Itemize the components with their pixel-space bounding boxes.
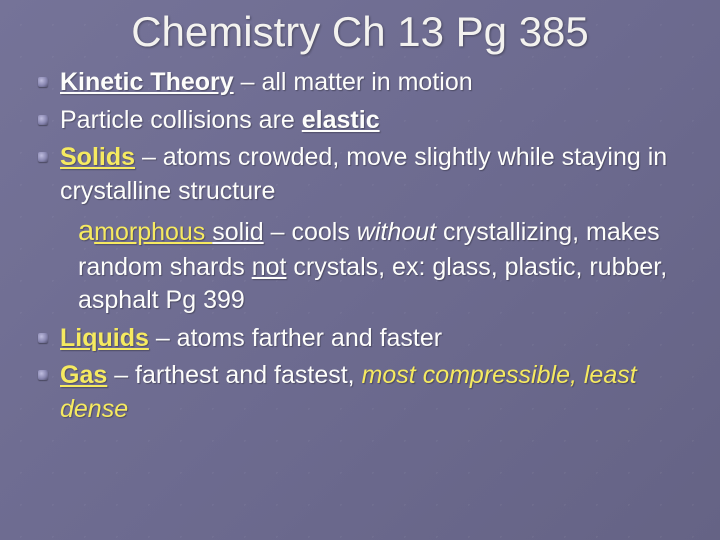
- text: – all matter in motion: [234, 68, 473, 96]
- slide: Chemistry Ch 13 Pg 385 Kinetic Theory – …: [0, 0, 720, 450]
- bullet-kinetic-theory: Kinetic Theory – all matter in motion: [34, 66, 686, 100]
- word-not: not: [252, 253, 287, 281]
- term-elastic: elastic: [302, 106, 380, 134]
- bullet-gas: Gas – farthest and fastest, most compres…: [34, 359, 686, 426]
- text: – atoms farther and faster: [149, 324, 442, 352]
- bullet-list: Kinetic Theory – all matter in motion Pa…: [34, 66, 686, 426]
- term-amorphous: morphous: [94, 218, 212, 246]
- term-kinetic-theory: Kinetic Theory: [60, 68, 234, 96]
- text: – farthest and fastest,: [107, 361, 361, 389]
- bullet-liquids: Liquids – atoms farther and faster: [34, 322, 686, 356]
- bullet-amorphous: amorphous solid – cools without crystall…: [34, 212, 686, 318]
- term-solids: Solids: [60, 143, 135, 171]
- text: Particle collisions are: [60, 106, 302, 134]
- text: – atoms crowded, move slightly while sta…: [60, 143, 667, 205]
- word-without: without: [357, 218, 436, 246]
- letter-a: a: [78, 215, 94, 247]
- slide-title: Chemistry Ch 13 Pg 385: [34, 8, 686, 56]
- text: – cools: [264, 218, 357, 246]
- term-solid: solid: [212, 218, 263, 246]
- term-gas: Gas: [60, 361, 107, 389]
- term-liquids: Liquids: [60, 324, 149, 352]
- bullet-solids: Solids – atoms crowded, move slightly wh…: [34, 141, 686, 208]
- bullet-elastic: Particle collisions are elastic: [34, 104, 686, 138]
